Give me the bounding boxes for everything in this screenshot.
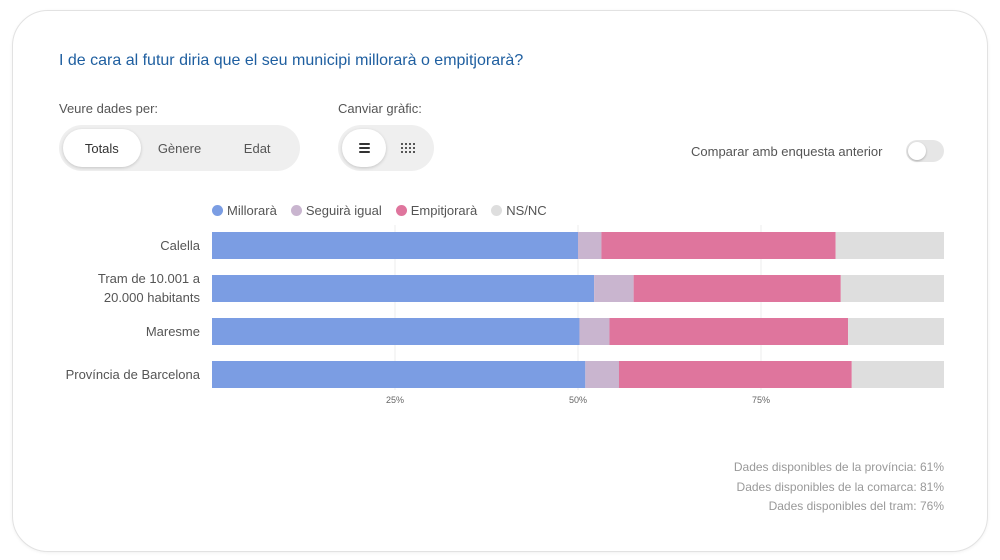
grid-icon bbox=[401, 143, 415, 153]
bar-segment-3-3[interactable] bbox=[851, 361, 944, 388]
category-line: Calella bbox=[160, 238, 200, 253]
bar-segment-0-1[interactable] bbox=[578, 232, 602, 259]
x-tick-label: 75% bbox=[752, 395, 770, 405]
legend-item-seguira-igual[interactable]: Seguirà igual bbox=[290, 203, 382, 218]
x-tick-label: 50% bbox=[569, 395, 587, 405]
bar-segment-3-1[interactable] bbox=[585, 361, 619, 388]
legend-label: Seguirà igual bbox=[305, 203, 382, 218]
bar-segment-2-1[interactable] bbox=[579, 318, 610, 345]
bar-segment-2-3[interactable] bbox=[848, 318, 944, 345]
compare-toggle[interactable] bbox=[906, 140, 944, 162]
legend-dot bbox=[395, 205, 407, 216]
bars-icon bbox=[358, 143, 370, 153]
view-by-label: Veure dades per: bbox=[59, 101, 159, 116]
legend-item-millorara[interactable]: Millorarà bbox=[212, 203, 277, 218]
bar-segment-1-0[interactable] bbox=[212, 275, 595, 302]
bar-segment-2-0[interactable] bbox=[212, 318, 580, 345]
chart-legend: Millorarà Seguirà igual Empitjorarà NS/N… bbox=[212, 203, 547, 218]
grid-chart-view-button[interactable] bbox=[386, 129, 430, 167]
category-label-provincia: Província de Barcelona bbox=[66, 365, 200, 384]
bar-segment-2-2[interactable] bbox=[609, 318, 849, 345]
chart-title: I de cara al futur diria que el seu muni… bbox=[59, 52, 524, 69]
bar-segment-1-2[interactable] bbox=[633, 275, 841, 302]
bar-segment-1-1[interactable] bbox=[594, 275, 634, 302]
footnote-province: Dades disponibles de la província: 61% bbox=[733, 460, 944, 474]
compare-label: Comparar amb enquesta anterior bbox=[691, 144, 883, 159]
bar-segment-3-2[interactable] bbox=[618, 361, 852, 388]
view-by-gender-button[interactable]: Gènere bbox=[157, 140, 202, 156]
legend-dot bbox=[290, 205, 302, 216]
legend-item-empitjorara[interactable]: Empitjorarà bbox=[395, 203, 478, 218]
view-by-age-button[interactable]: Edat bbox=[243, 140, 271, 156]
x-tick-label: 25% bbox=[386, 395, 404, 405]
chart-switch-label: Canviar gràfic: bbox=[338, 101, 422, 116]
toggle-knob bbox=[908, 142, 926, 160]
category-label-tram: Tram de 10.001 a 20.000 habitants bbox=[98, 269, 200, 307]
legend-label: Millorarà bbox=[227, 203, 277, 218]
chart-switch-control bbox=[338, 125, 434, 171]
category-line: Província de Barcelona bbox=[65, 367, 200, 382]
legend-item-ns-nc[interactable]: NS/NC bbox=[491, 203, 547, 218]
bar-chart-view-button[interactable] bbox=[342, 129, 386, 167]
view-by-totals-button[interactable]: Totals bbox=[63, 129, 141, 167]
legend-label: Empitjorarà bbox=[410, 203, 478, 218]
legend-dot bbox=[212, 205, 223, 216]
category-line: 20.000 habitants bbox=[103, 290, 200, 305]
bar-segment-0-2[interactable] bbox=[601, 232, 836, 259]
category-label-maresme: Maresme bbox=[146, 322, 200, 341]
category-line: Tram de 10.001 a bbox=[97, 271, 200, 286]
category-label-calella: Calella bbox=[160, 236, 200, 255]
footnote-tram: Dades disponibles del tram: 76% bbox=[768, 499, 944, 513]
bar-segment-3-0[interactable] bbox=[212, 361, 586, 388]
bar-segment-0-3[interactable] bbox=[835, 232, 944, 259]
category-line: Maresme bbox=[145, 324, 200, 339]
legend-dot bbox=[491, 205, 503, 216]
view-by-segmented-control: Totals Gènere Edat bbox=[59, 125, 300, 171]
bar-segment-1-3[interactable] bbox=[840, 275, 944, 302]
footnote-comarca: Dades disponibles de la comarca: 81% bbox=[736, 480, 944, 494]
legend-label: NS/NC bbox=[506, 203, 547, 218]
bar-segment-0-0[interactable] bbox=[212, 232, 578, 259]
